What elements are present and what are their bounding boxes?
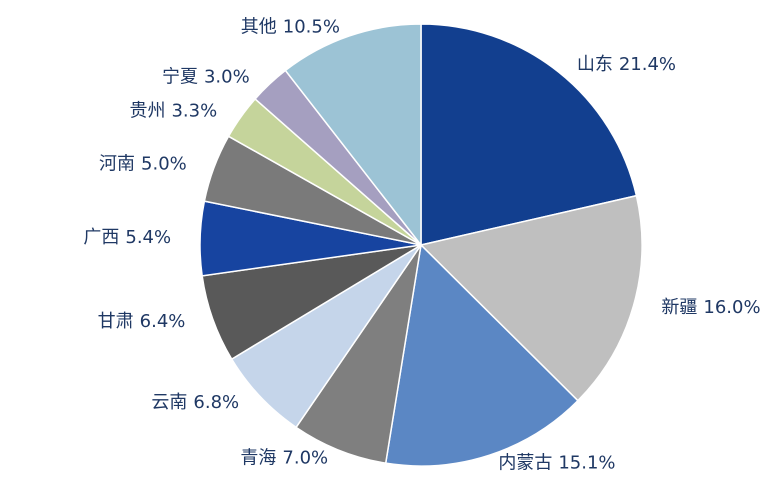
value-label: 3.0% [204,66,250,87]
category-label: 山东 [577,54,613,75]
category-label: 广西 [83,227,119,248]
slice-label: 青海 7.0% [240,448,328,469]
category-label: 河南 [99,154,135,175]
value-label: 15.1% [558,453,615,474]
slice-label: 其他 10.5% [241,16,340,37]
category-label: 青海 [240,448,276,469]
value-label: 5.0% [141,154,187,175]
slice-label: 宁夏 3.0% [162,66,250,87]
slice-label: 内蒙古 15.1% [498,453,615,474]
slice-label: 山东 21.4% [577,54,676,75]
slice-label: 新疆 16.0% [661,297,760,318]
value-label: 5.4% [125,227,171,248]
pie-slice [284,23,422,248]
value-label: 6.4% [140,311,186,332]
category-label: 宁夏 [162,66,198,87]
value-label: 10.5% [283,16,340,37]
slice-label: 甘肃 6.4% [98,311,186,332]
pie-slice [419,194,643,402]
category-label: 其他 [241,16,277,37]
slice-label: 云南 6.8% [151,392,239,413]
pie-slice [420,23,638,246]
category-label: 贵州 [129,101,165,122]
value-label: 3.3% [171,101,217,122]
value-label: 7.0% [282,448,328,469]
category-label: 内蒙古 [498,453,552,474]
category-label: 甘肃 [98,311,134,332]
category-label: 新疆 [661,297,697,318]
category-label: 云南 [151,392,187,413]
slice-label: 广西 5.4% [83,227,171,248]
slice-label: 河南 5.0% [99,154,187,175]
value-label: 21.4% [619,54,676,75]
value-label: 16.0% [703,297,760,318]
value-label: 6.8% [193,392,239,413]
slice-label: 贵州 3.3% [129,101,217,122]
pie-slice [384,243,579,467]
